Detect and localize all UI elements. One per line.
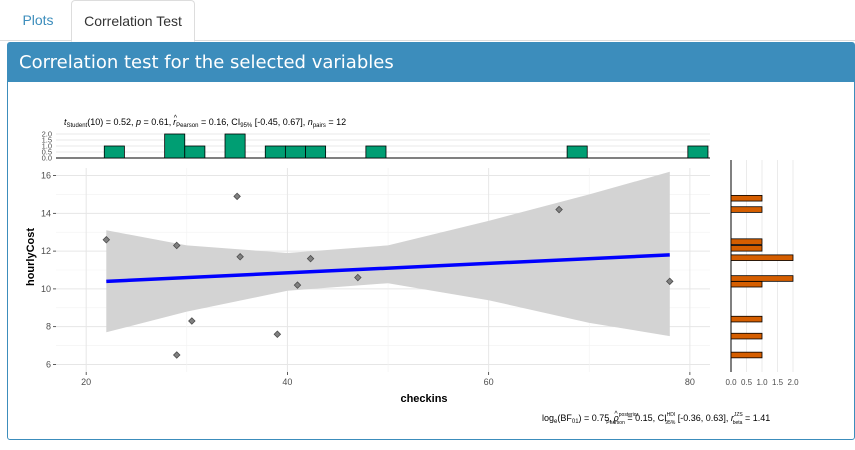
top-hist-bar — [184, 145, 206, 159]
chart-subtitle: tStudent(10) = 0.52, p = 0.61, ^rPearson… — [64, 115, 346, 129]
scatter-panel: 20 40 60 80 6 8 10 12 14 16 — [41, 168, 710, 387]
x-tick-label: 20 — [81, 377, 91, 387]
x-axis-label: checkins — [400, 393, 447, 405]
correlation-chart: tStudent(10) = 0.52, p = 0.61, ^rPearson… — [25, 115, 799, 426]
data-point — [233, 192, 241, 201]
top-hist-bar — [264, 145, 286, 159]
side-hist-bar — [730, 194, 763, 202]
top-hist-tick-label: 1.5 — [42, 136, 52, 145]
data-point — [665, 277, 674, 286]
y-tick-label: 8 — [46, 322, 51, 332]
y-tick-label: 10 — [41, 284, 51, 294]
tab-correlation-test[interactable]: Correlation Test — [71, 0, 195, 42]
top-hist-tick-label: 0.0 — [42, 154, 52, 163]
x-tick-label: 40 — [282, 377, 292, 387]
panel-header: Correlation test for the selected variab… — [8, 43, 854, 82]
top-hist-bar — [164, 133, 186, 159]
side-hist-tick-label: 2.0 — [787, 378, 799, 387]
side-hist-bar — [730, 206, 763, 213]
data-point — [172, 241, 181, 250]
x-tick-label: 60 — [484, 377, 494, 387]
side-hist-bar — [730, 315, 763, 323]
data-point — [555, 205, 563, 214]
side-hist-tick-label: 0.0 — [725, 378, 737, 387]
chart-caption: loge(BF01) = 0.75, ^ρposterior Pearson = … — [542, 411, 770, 426]
top-hist-tick-label: 0.5 — [42, 148, 52, 157]
data-point — [293, 281, 302, 289]
data-point — [354, 273, 362, 282]
top-hist-bar — [103, 145, 125, 159]
data-point — [306, 254, 315, 263]
side-histogram: 0.0 0.5 1.0 1.5 2.0 — [725, 160, 799, 387]
y-tick-label: 16 — [41, 171, 51, 181]
top-histogram: 2.01.51.00.50.0 — [42, 130, 710, 163]
tab-bar: Plots Correlation Test — [0, 0, 855, 42]
side-hist-bar — [730, 275, 794, 282]
top-hist-bar — [305, 145, 327, 159]
data-point — [236, 253, 244, 261]
top-hist-bar — [365, 145, 387, 159]
data-point — [188, 317, 196, 325]
top-hist-bar — [566, 145, 588, 159]
top-hist-bar — [687, 145, 709, 159]
side-hist-tick-label: 0.5 — [741, 378, 753, 387]
x-tick-label: 80 — [685, 377, 695, 387]
side-hist-bar — [730, 238, 763, 245]
tab-plots[interactable]: Plots — [22, 12, 54, 28]
regression-line — [106, 253, 670, 284]
top-hist-bar — [284, 145, 306, 159]
side-hist-tick-label: 1.5 — [772, 378, 784, 387]
y-axis-label: hourlyCost — [25, 228, 37, 286]
side-hist-bar — [730, 245, 763, 252]
y-tick-label: 12 — [41, 246, 51, 256]
y-tick-label: 14 — [41, 208, 51, 218]
y-tick-label: 6 — [46, 359, 51, 369]
data-point — [172, 351, 181, 359]
confidence-band — [106, 171, 670, 337]
side-hist-bar — [730, 254, 794, 261]
top-hist-tick-label: 1.0 — [42, 142, 52, 151]
panel-title: Correlation test for the selected variab… — [19, 52, 394, 73]
top-hist-bar — [224, 133, 246, 159]
data-point — [102, 236, 111, 244]
side-hist-bar — [730, 280, 763, 288]
side-hist-tick-label: 1.0 — [756, 378, 768, 387]
data-point — [273, 330, 282, 338]
side-hist-bar — [730, 332, 763, 340]
side-hist-bar — [730, 351, 763, 359]
top-hist-tick-label: 2.0 — [42, 130, 52, 139]
